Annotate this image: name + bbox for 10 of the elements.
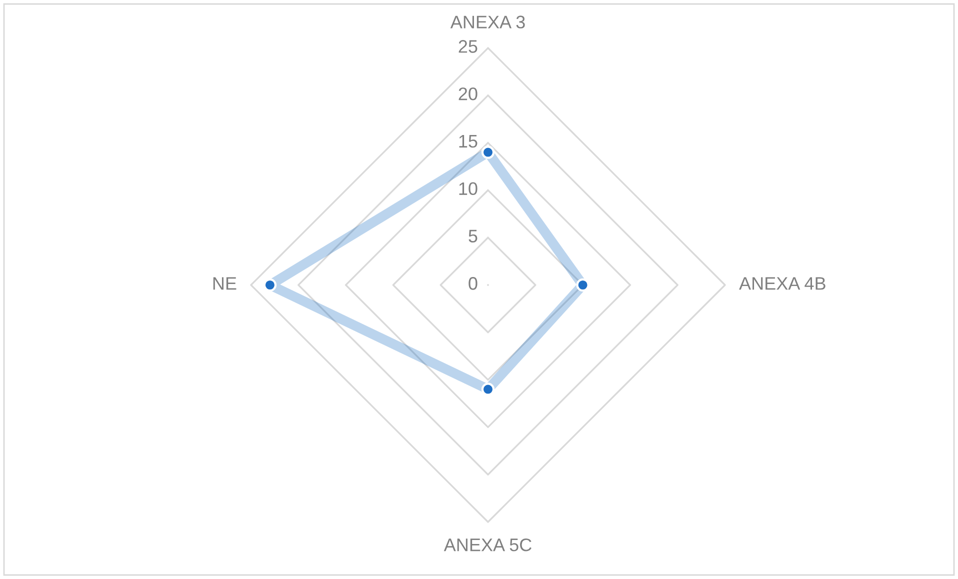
y-tick-label: 15 bbox=[459, 135, 478, 148]
y-tick-label: 10 bbox=[459, 182, 478, 196]
spoke-label: NE bbox=[213, 277, 236, 290]
spoke-label: ANEXA 4B bbox=[739, 277, 826, 290]
y-tick-label: 5 bbox=[468, 230, 478, 242]
spoke-label: ANEXA 5C bbox=[444, 538, 532, 552]
spoke-label: ANEXA 3 bbox=[450, 16, 525, 28]
y-tick-label: 25 bbox=[458, 40, 478, 53]
y-tick-label: 0 bbox=[468, 277, 478, 290]
y-tick-label: 20 bbox=[458, 87, 478, 100]
